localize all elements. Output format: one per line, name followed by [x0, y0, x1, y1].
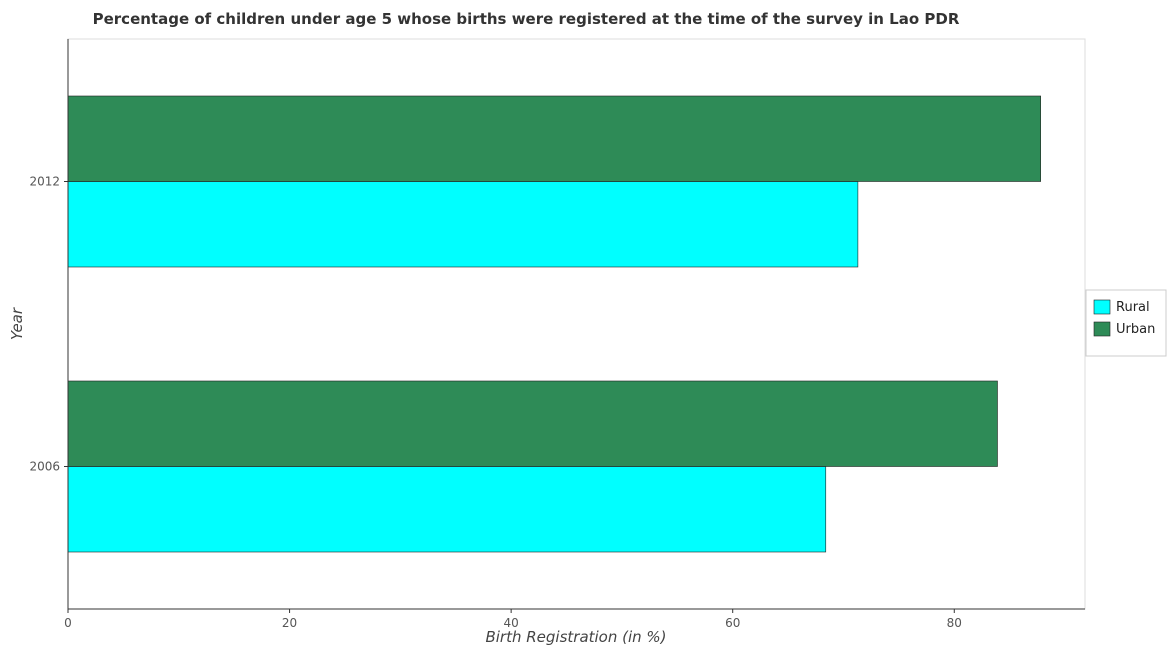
x-axis-label: Birth Registration (in %): [485, 628, 666, 646]
legend: Rural Urban: [1085, 289, 1167, 357]
x-tick-label: 0: [64, 616, 72, 630]
bar-urban-2006: [67, 380, 998, 467]
legend-swatch-urban: [1093, 321, 1111, 337]
bars-group: [67, 95, 1041, 553]
legend-label-rural: Rural: [1116, 300, 1150, 315]
x-tick-label: 80: [947, 616, 962, 630]
legend-label-urban: Urban: [1116, 322, 1155, 337]
x-ticks-group: 0 20 40 60 80: [64, 609, 962, 630]
bar-urban-2012: [67, 95, 1041, 182]
bar-rural-2006: [67, 466, 827, 553]
y-axis-label: Year: [8, 307, 26, 340]
bar-rural-2012: [67, 181, 859, 268]
chart-title: Percentage of children under age 5 whose…: [93, 10, 960, 28]
legend-swatch-rural: [1093, 299, 1111, 315]
x-tick-label: 20: [282, 616, 297, 630]
x-tick-label: 60: [725, 616, 740, 630]
y-tick-label: 2006: [29, 460, 60, 474]
y-ticks-group: 2006 2012: [29, 175, 68, 474]
y-tick-label: 2012: [29, 175, 60, 189]
x-tick-label: 40: [503, 616, 518, 630]
